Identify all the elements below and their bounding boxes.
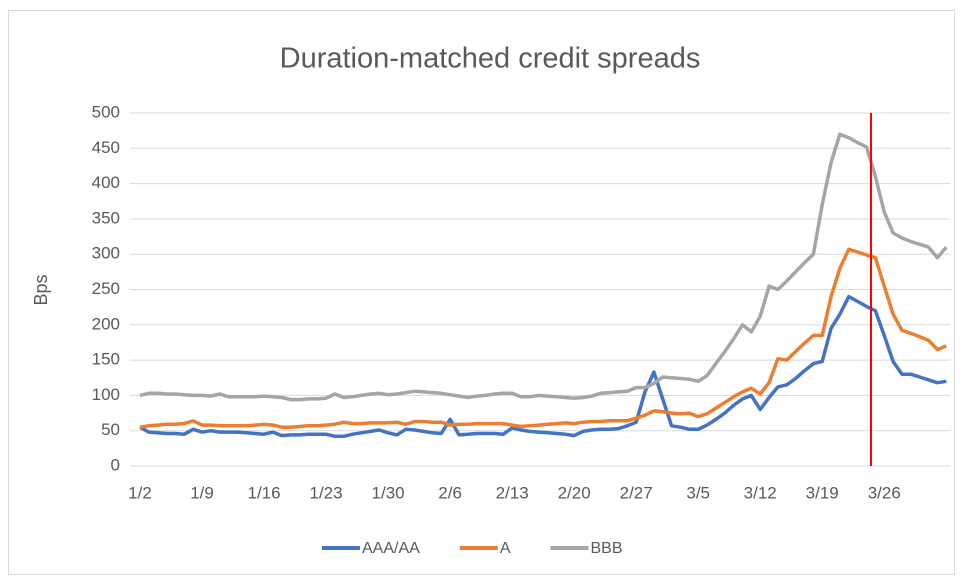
x-tick-label: 2/20	[558, 483, 591, 502]
y-tick-label: 100	[92, 385, 120, 404]
x-tick-label: 3/12	[744, 483, 777, 502]
line-series	[139, 247, 947, 429]
line-series	[139, 132, 948, 402]
x-tick-label: 1/30	[372, 483, 405, 502]
legend-label: AAA/AA	[362, 540, 420, 557]
x-tick-label: 3/5	[686, 483, 710, 502]
grid: 0 50 100 150 200 250 300 350 400 450 500 1/2 1/9 1/16…	[92, 102, 951, 502]
y-tick-label: 500	[92, 102, 120, 121]
y-tick-label: 0	[111, 455, 120, 474]
x-tick-label: 1/23	[310, 483, 343, 502]
x-tick-label: 3/26	[868, 483, 901, 502]
y-tick-label: 450	[92, 138, 120, 157]
x-tick-label: 2/13	[496, 483, 529, 502]
x-tick-label: 1/2	[128, 483, 152, 502]
chart-title: Duration-matched credit spreads	[280, 43, 701, 75]
chart-border	[8, 10, 955, 575]
legend: AAA/AA A BBB	[322, 540, 623, 557]
legend-label: A	[500, 540, 511, 557]
y-tick-label: 50	[101, 420, 120, 439]
x-tick-label: 3/19	[806, 483, 839, 502]
x-tick-label: 2/27	[620, 483, 653, 502]
x-tick-label: 2/6	[438, 483, 462, 502]
y-tick-label: 300	[92, 244, 120, 263]
legend-label: BBB	[590, 540, 622, 557]
plot	[139, 132, 948, 439]
y-axis-label: Bps	[31, 274, 51, 305]
x-tick-label: 1/16	[247, 483, 280, 502]
line-series	[139, 294, 947, 439]
y-tick-label: 250	[92, 279, 120, 298]
y-tick-label: 400	[92, 173, 120, 192]
y-tick-label: 350	[92, 208, 120, 227]
y-tick-label: 200	[92, 314, 120, 333]
x-tick-label: 1/9	[190, 483, 214, 502]
y-tick-label: 150	[92, 350, 120, 369]
